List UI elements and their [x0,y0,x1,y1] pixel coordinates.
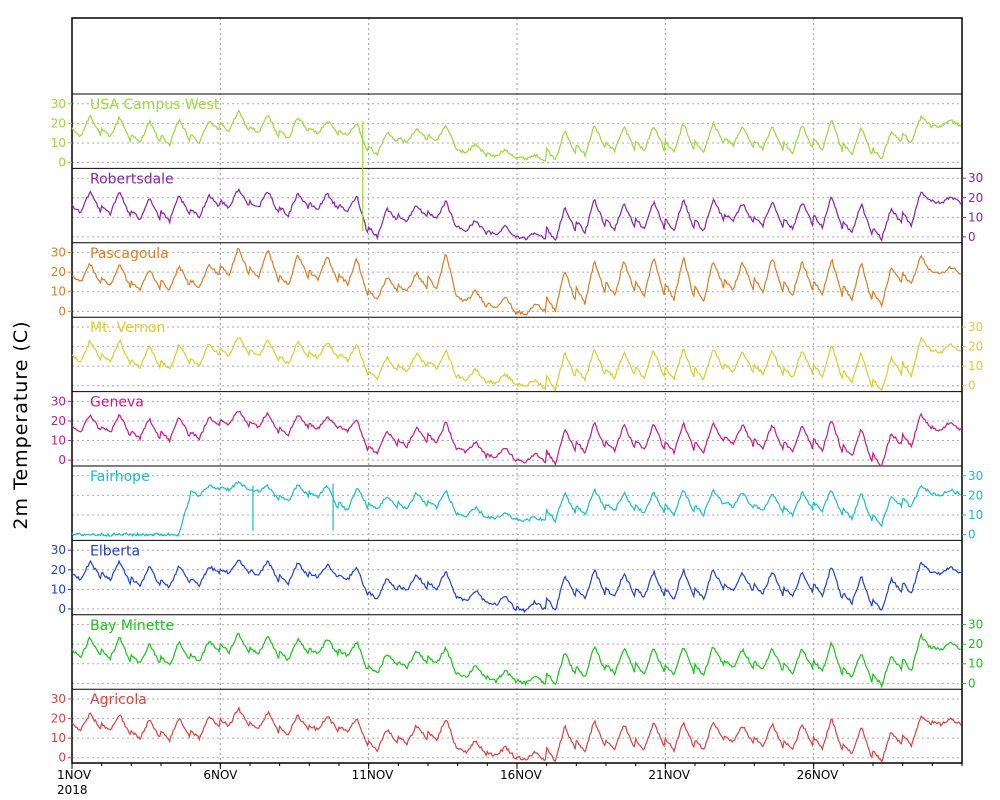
y-tick-label: 0 [58,156,66,170]
x-tick-label: 21NOV [648,768,690,782]
station-label: Agricola [90,692,147,708]
y-tick-label: 10 [968,210,983,224]
y-tick-label: 10 [51,285,66,299]
y-tick-label: 20 [51,414,66,428]
y-tick-label: 10 [968,359,983,373]
station-label: Pascagoula [90,246,169,262]
y-axis-label: 2m Temperature (C) [10,320,32,529]
y-tick-label: 20 [51,712,66,726]
panel-layer [68,17,966,769]
y-tick-label: 10 [51,582,66,596]
y-tick-label: 30 [968,320,983,334]
x-tick-label: 26NOV [797,768,839,782]
y-tick-label: 30 [968,171,983,185]
x-tick-sublabel: 2018 [57,783,88,797]
y-tick-label: 10 [968,508,983,522]
x-tick-label: 6NOV [203,768,238,782]
x-tick-label: 1NOV [57,768,92,782]
y-tick-label: 20 [968,637,983,651]
y-tick-label: 20 [968,191,983,205]
station-label: Mt. Vernon [90,320,165,336]
series-line [71,336,961,392]
y-tick-label: 0 [58,453,66,467]
series-layer [71,109,962,764]
y-tick-label: 30 [968,618,983,632]
series-line [71,632,961,689]
series-line [71,705,962,764]
y-tick-label: 20 [968,488,983,502]
y-tick-label: 10 [51,731,66,745]
y-tick-label: 0 [968,379,976,393]
y-tick-label: 0 [968,230,976,244]
y-tick-label: 30 [51,692,66,706]
series-line [71,247,962,316]
y-tick-label: 0 [58,751,66,765]
y-tick-label: 0 [968,528,976,542]
y-tick-label: 30 [51,394,66,408]
station-label: Elberta [90,543,140,559]
series-line [71,559,961,614]
y-tick-label: 30 [51,97,66,111]
station-label: Robertsdale [90,171,174,187]
y-tick-label: 0 [968,676,976,690]
x-tick-label: 11NOV [352,768,394,782]
y-tick-label: 10 [51,434,66,448]
station-label: Bay Minette [90,618,174,634]
y-tick-label: 30 [968,469,983,483]
series-line [71,109,962,162]
y-tick-label: 0 [58,602,66,616]
series-line [71,410,962,467]
y-tick-label: 10 [51,136,66,150]
y-tick-label: 30 [51,543,66,557]
y-tick-label: 20 [51,265,66,279]
y-tick-label: 20 [51,116,66,130]
y-tick-label: 10 [968,657,983,671]
y-tick-label: 20 [968,340,983,354]
series-line [71,187,962,242]
y-tick-label: 20 [51,563,66,577]
x-tick-label: 16NOV [500,768,542,782]
station-label: USA Campus West [90,97,220,113]
station-label: Geneva [90,395,144,411]
y-tick-label: 30 [51,246,66,260]
series-line [71,480,962,537]
station-label: Fairhope [90,469,150,485]
y-tick-label: 0 [58,304,66,318]
